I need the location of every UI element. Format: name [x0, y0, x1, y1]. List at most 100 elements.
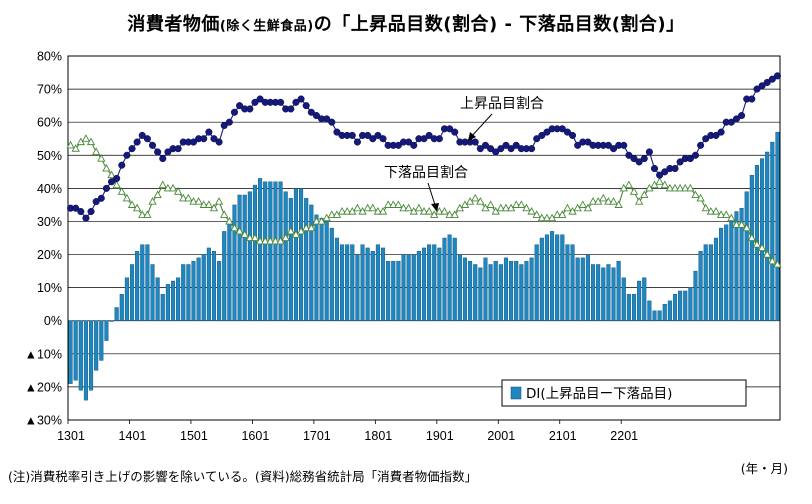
up-ratio-point	[205, 128, 213, 136]
di-bar	[129, 264, 135, 321]
up-ratio-point	[568, 131, 577, 139]
di-bar	[170, 280, 176, 321]
down-ratio-point	[640, 190, 649, 199]
di-bar	[760, 158, 765, 321]
x-tick-label: 1601	[241, 429, 269, 443]
up-ratio-point	[353, 138, 361, 146]
down-ratio-point	[307, 223, 316, 232]
up-ratio-point	[164, 148, 172, 156]
down-ratio-point	[614, 200, 623, 208]
down-ratio-point	[122, 193, 132, 202]
di-bar	[693, 270, 698, 321]
di-bar	[468, 260, 473, 321]
up-ratio-point	[102, 184, 110, 192]
down-ratio-point	[527, 206, 536, 215]
di-bar	[293, 188, 298, 321]
di-bar	[334, 237, 339, 321]
x-tick-label: 1701	[303, 429, 331, 443]
up-ratio-point	[72, 204, 80, 212]
di-bar	[124, 277, 129, 321]
di-bar	[140, 244, 145, 321]
di-bar	[672, 294, 678, 321]
di-bar	[339, 244, 345, 321]
up-ratio-point	[717, 128, 725, 136]
footnote: (注)消費税率引き上げの影響を除いている。(資料)総務省統計局「消費者物価指数」	[8, 469, 478, 484]
down-ratio-point	[599, 193, 608, 202]
di-bar	[447, 234, 452, 321]
up-ratio-point	[251, 98, 259, 106]
di-bar	[488, 264, 493, 321]
up-ratio-point	[763, 78, 771, 87]
up-ratio-arrowhead	[468, 132, 476, 141]
down-ratio-point	[194, 197, 203, 205]
di-bar	[135, 251, 140, 321]
down-ratio-point	[337, 206, 347, 215]
down-ratio-point	[604, 197, 613, 205]
y-tick-label: ▲20%	[25, 380, 62, 394]
di-bar	[145, 244, 150, 321]
di-bar	[104, 320, 109, 341]
di-bar	[396, 260, 401, 321]
down-ratio-point	[681, 183, 690, 192]
up-ratio-point	[123, 151, 131, 159]
up-ratio-point	[492, 148, 500, 156]
down-ratio-point	[86, 137, 96, 146]
di-bar	[596, 264, 601, 321]
di-bar	[155, 277, 160, 321]
di-bar	[242, 194, 247, 321]
up-ratio-point	[107, 178, 116, 186]
down-ratio-point	[655, 177, 664, 185]
down-ratio-point	[179, 193, 188, 202]
up-ratio-point	[574, 141, 582, 149]
di-bar	[621, 277, 626, 321]
down-ratio-point	[255, 236, 265, 245]
down-ratio-point	[148, 197, 157, 205]
up-ratio-point	[348, 131, 356, 139]
y-tick-label: 10%	[37, 281, 62, 295]
di-bar	[401, 254, 406, 321]
di-bar	[631, 294, 637, 321]
di-bar	[524, 260, 529, 321]
y-tick-label: 70%	[37, 83, 62, 97]
up-ratio-point	[425, 131, 433, 139]
down-ratio-point	[578, 200, 587, 208]
di-bar	[278, 181, 283, 321]
di-bar	[268, 181, 273, 321]
chart-title: 消費者物価(除く生鮮食品)の「上昇品目数(割合) - 下落品目数(割合)」	[0, 10, 812, 36]
di-bar	[68, 320, 73, 384]
x-tick-label: 2001	[487, 429, 515, 443]
down-ratio-point	[665, 183, 675, 192]
di-bar	[708, 244, 713, 321]
up-ratio-point	[420, 135, 428, 143]
up-ratio-point	[712, 131, 720, 139]
up-ratio-point	[512, 141, 520, 149]
di-bar	[109, 320, 114, 322]
up-ratio-point	[154, 148, 162, 156]
di-bar	[519, 264, 524, 321]
di-bar	[78, 320, 83, 391]
down-ratio-point	[245, 233, 255, 242]
di-bar	[432, 244, 437, 321]
down-ratio-point	[424, 206, 434, 215]
up-ratio-point	[471, 138, 479, 146]
di-bar	[534, 244, 539, 321]
di-bar	[324, 221, 329, 321]
down-ratio-point	[143, 210, 152, 218]
up-ratio-point	[507, 145, 515, 153]
di-bar	[493, 260, 498, 321]
di-bar	[360, 244, 365, 321]
y-tick-label: ▲30%	[25, 414, 62, 428]
up-ratio-point	[773, 72, 781, 80]
down-ratio-point	[378, 206, 388, 215]
down-ratio-point	[701, 203, 710, 212]
down-ratio-point	[670, 183, 680, 192]
di-bar	[626, 294, 631, 321]
di-bar	[309, 204, 314, 321]
di-bar	[345, 244, 350, 321]
di-bar	[411, 254, 416, 321]
down-ratio-point	[711, 206, 721, 215]
title-part-rest: の「上昇品目数(割合) - 下落品目数(割合)」	[313, 14, 685, 35]
down-ratio-point	[173, 187, 183, 195]
di-bar	[688, 287, 693, 321]
